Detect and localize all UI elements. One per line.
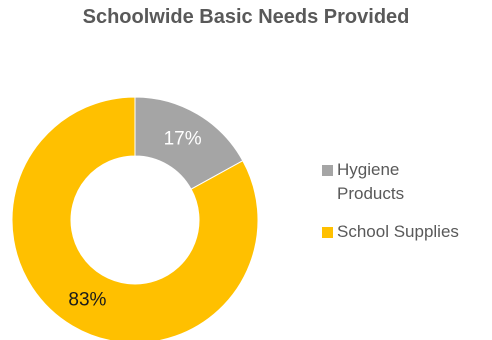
legend-label: Hygiene Products: [337, 160, 405, 203]
legend-label: School Supplies: [337, 222, 459, 241]
slice-school-supplies: [11, 96, 259, 340]
slices-group: [11, 96, 259, 340]
slice-label-hygiene-products: 17%: [164, 129, 202, 150]
legend: Hygiene Products School Supplies: [322, 158, 487, 258]
legend-swatch: [322, 165, 333, 176]
legend-item-hygiene-products: Hygiene Products: [322, 158, 487, 206]
slice-label-school-supplies: 83%: [68, 289, 106, 310]
donut-chart: 17% 83%: [11, 96, 259, 340]
legend-item-school-supplies: School Supplies: [322, 220, 487, 244]
labels-group: 17% 83%: [68, 129, 201, 311]
chart-title: Schoolwide Basic Needs Provided: [82, 6, 410, 28]
legend-swatch: [322, 227, 333, 238]
